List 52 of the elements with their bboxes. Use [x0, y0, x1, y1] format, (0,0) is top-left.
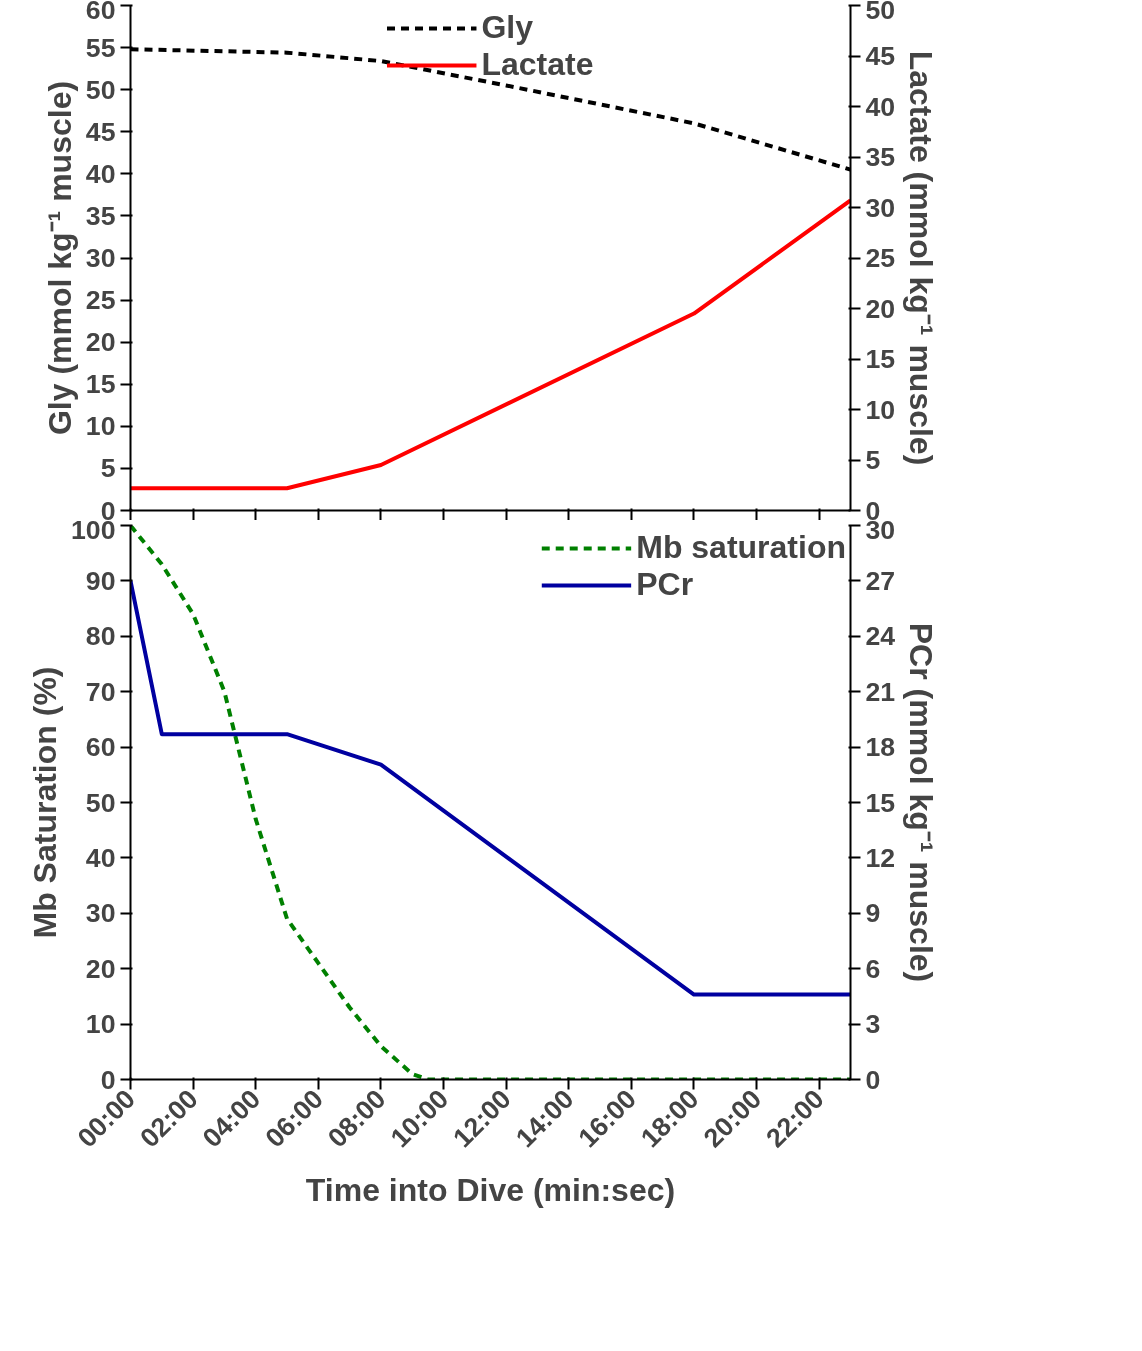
y2-tick-label: 40	[865, 91, 896, 122]
y-tick-label: 15	[85, 369, 116, 400]
y-tick-label: 10	[85, 1009, 116, 1040]
y-tick-label: 55	[85, 32, 116, 63]
y-axis-title: Gly (mmol kg⁻¹ muscle)	[41, 80, 78, 436]
y2-tick-label: 50	[865, 0, 896, 25]
y2-tick-label: 3	[865, 1009, 881, 1040]
legend-label: Gly	[481, 9, 534, 46]
y-tick-label: 20	[85, 953, 116, 984]
y2-axis-title: Lactate (mmol kg⁻¹ muscle)	[903, 50, 940, 466]
y2-tick-label: 18	[865, 732, 896, 763]
y2-tick-label: 25	[865, 243, 896, 273]
y-tick-label: 30	[85, 898, 116, 929]
y-tick-label: 90	[85, 565, 116, 596]
y2-tick-label: 35	[865, 142, 896, 172]
legend-label: Lactate	[481, 46, 594, 83]
y-axis-title: Mb Saturation (%)	[27, 666, 64, 939]
legend-label: Mb saturation	[636, 529, 846, 566]
y2-tick-label: 30	[865, 192, 896, 223]
y2-tick-label: 6	[865, 953, 881, 984]
legend-label: PCr	[636, 566, 694, 603]
y-tick-label: 25	[85, 285, 116, 316]
y-tick-label: 40	[85, 842, 116, 873]
y-tick-label: 40	[85, 158, 116, 189]
y-tick-label: 10	[85, 411, 116, 442]
y2-tick-label: 0	[865, 1064, 881, 1095]
y-tick-label: 60	[85, 732, 116, 763]
y-tick-label: 30	[85, 243, 116, 273]
y2-tick-label: 24	[865, 621, 896, 652]
y2-tick-label: 5	[865, 445, 881, 475]
y-tick-label: 50	[85, 787, 116, 818]
y2-tick-label: 21	[865, 676, 896, 707]
line-series	[130, 198, 851, 491]
y2-tick-label: 12	[865, 842, 896, 873]
y-tick-label: 60	[85, 0, 116, 25]
y-tick-label: 45	[85, 116, 116, 147]
y2-tick-label: 20	[865, 293, 896, 324]
y-tick-label: 50	[85, 74, 116, 105]
y-tick-label: 80	[85, 621, 116, 652]
x-axis-title: Time into Dive (min:sec)	[305, 1171, 676, 1208]
y2-tick-label: 9	[865, 898, 881, 929]
y-tick-label: 20	[85, 327, 116, 358]
y2-tick-label: 45	[865, 41, 896, 71]
y-tick-label: 5	[100, 453, 116, 484]
y2-tick-label: 15	[865, 787, 896, 818]
y-tick-label: 0	[100, 1064, 116, 1095]
y2-axis-title: PCr (mmol kg⁻¹ muscle)	[903, 622, 940, 983]
y2-tick-label: 10	[865, 394, 896, 425]
y-tick-label: 70	[85, 676, 116, 707]
y-tick-label: 35	[85, 200, 116, 231]
y2-tick-label: 15	[865, 344, 896, 374]
y2-tick-label: 27	[865, 565, 896, 596]
